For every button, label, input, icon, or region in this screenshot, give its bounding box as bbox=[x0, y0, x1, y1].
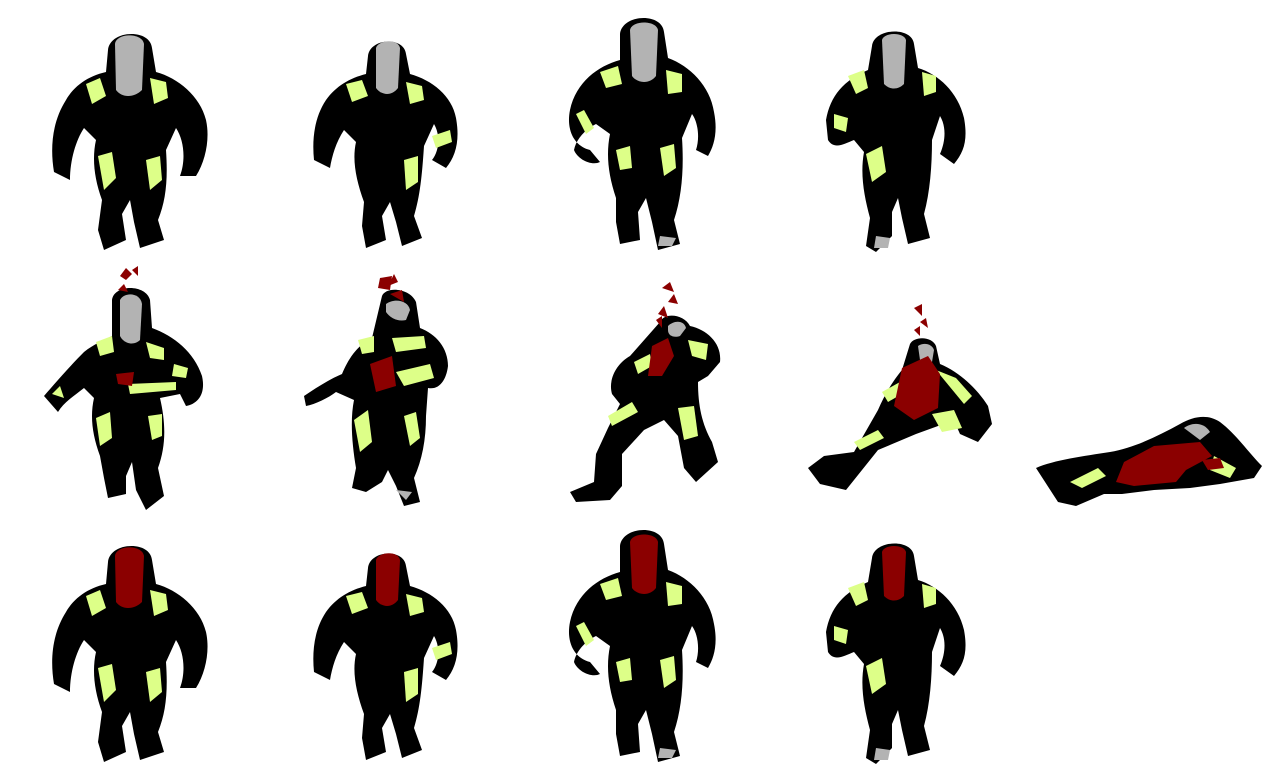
soldier-death-2-icon bbox=[304, 274, 448, 506]
soldier-red-walk-1-icon bbox=[52, 545, 208, 762]
soldier-death-frame-2 bbox=[256, 256, 512, 512]
soldier-walk-frame-3 bbox=[512, 0, 768, 256]
soldier-walk-2-icon bbox=[313, 41, 458, 248]
soldier-death-1-icon bbox=[44, 266, 204, 510]
soldier-death-frame-4 bbox=[768, 256, 1024, 512]
soldier-walk-frame-1 bbox=[0, 0, 256, 256]
soldier-red-walk-4-icon bbox=[826, 543, 966, 764]
soldier-walk-1-icon bbox=[52, 33, 208, 251]
soldier-red-walk-frame-3 bbox=[512, 512, 768, 768]
soldier-death-3-icon bbox=[570, 282, 721, 502]
soldier-walk-frame-2 bbox=[256, 0, 512, 256]
soldier-death-5-icon bbox=[1036, 416, 1262, 506]
soldier-walk-4-icon bbox=[826, 31, 966, 252]
soldier-red-walk-frame-2 bbox=[256, 512, 512, 768]
soldier-death-frame-1 bbox=[0, 256, 256, 512]
soldier-walk-frame-4 bbox=[768, 0, 1024, 256]
soldier-red-walk-2-icon bbox=[313, 553, 458, 760]
soldier-death-frame-5 bbox=[1024, 256, 1280, 512]
soldier-death-frame-3 bbox=[512, 256, 768, 512]
soldier-red-walk-frame-4 bbox=[768, 512, 1024, 768]
soldier-death-4-icon bbox=[808, 304, 992, 490]
soldier-walk-3-icon bbox=[568, 17, 716, 251]
soldier-red-walk-3-icon bbox=[568, 529, 716, 762]
soldier-red-walk-frame-1 bbox=[0, 512, 256, 768]
